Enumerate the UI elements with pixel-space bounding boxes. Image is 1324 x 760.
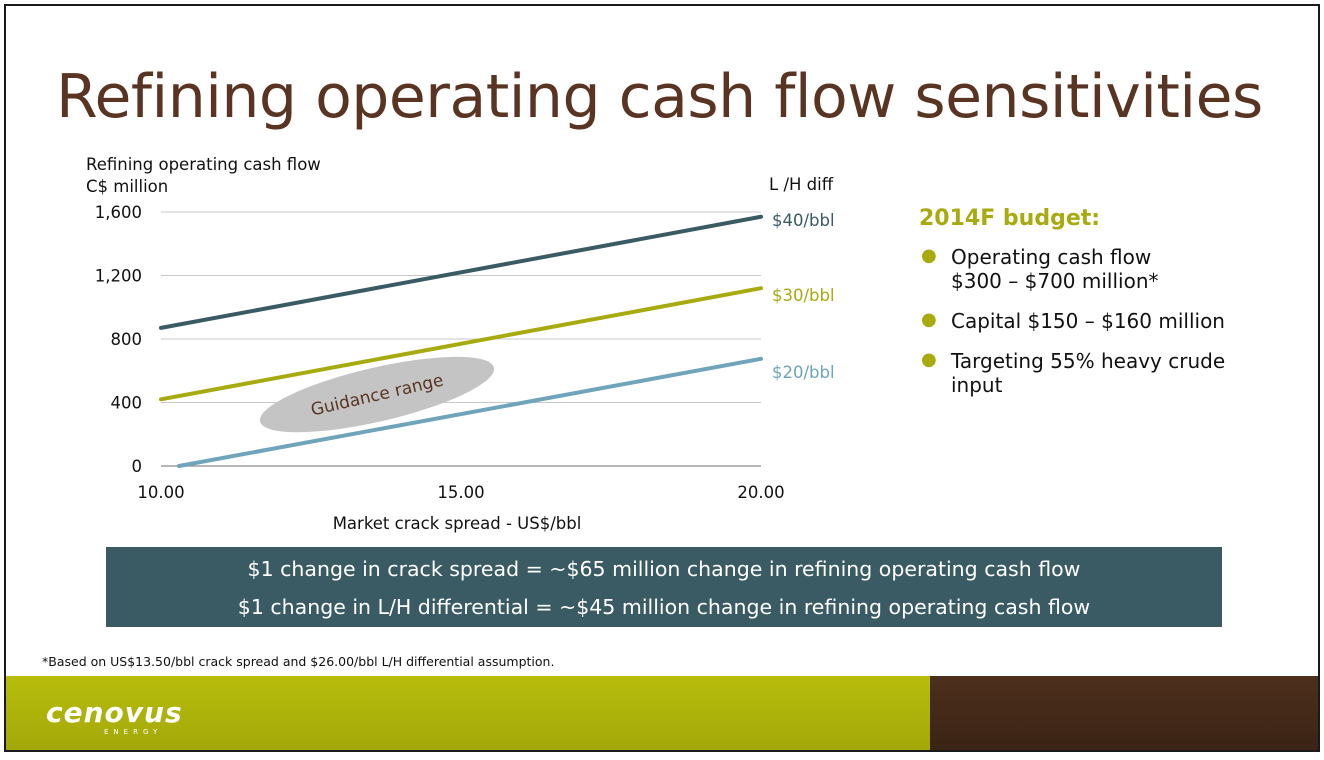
y-tick-label: 800 [111,330,143,349]
footnote: *Based on US$13.50/bbl crack spread and … [42,654,555,669]
sensitivity-line-differential: $1 change in L/H differential = ~$45 mil… [237,595,1091,619]
bullet-text: Targeting 55% heavy crude [951,349,1226,373]
x-axis-label: Market crack spread - US$/bbl [333,514,582,533]
x-tick-label: 20.00 [737,483,784,502]
series-line [159,214,763,330]
footer-bar-dark [930,676,1318,750]
bullet-text: Operating cash flow [951,245,1152,269]
y-axis-label-line2: C$ million [86,177,168,196]
page-title: Refining operating cash flow sensitiviti… [56,62,1263,132]
budget-bullet-heavy-crude: ● Targeting 55% heavy crude input [919,349,1299,397]
bullet-dot-icon: ● [921,245,937,266]
series-label: $40/bbl [772,211,835,230]
budget-title: 2014F budget: [919,206,1101,231]
series-line [159,286,763,402]
bullet-dot-icon: ● [921,309,937,330]
legend-title: L /H diff [769,175,834,194]
series-label: $30/bbl [772,286,835,305]
budget-bullet-operating-cash-flow: ● Operating cash flow $300 – $700 millio… [919,245,1299,293]
cash-flow-chart: Refining operating cash flow C$ million … [86,155,835,533]
cenovus-logo-sub: ENERGY [104,728,163,736]
cenovus-logo: cenovus [46,696,183,729]
budget-panel: 2014F budget: ● Operating cash flow $300… [919,206,1299,413]
bullet-dot-icon: ● [921,349,937,370]
guidance-range-ellipse [259,356,495,433]
x-tick-label: 15.00 [437,483,484,502]
bullet-text: input [951,373,1003,397]
y-tick-label: 1,200 [95,267,142,286]
x-tick-label: 10.00 [137,483,184,502]
slide: Refining operating cash flow sensitiviti… [4,4,1320,752]
series-line [177,356,763,468]
bullet-text: Capital $150 – $160 million [951,309,1225,333]
y-axis-label-line1: Refining operating cash flow [86,155,321,174]
budget-bullet-capital: ● Capital $150 – $160 million [919,309,1299,333]
series-label: $20/bbl [772,363,835,382]
y-tick-label: 400 [111,394,143,413]
y-tick-label: 1,600 [95,203,142,222]
sensitivity-band: $1 change in crack spread = ~$65 million… [106,547,1222,627]
y-tick-label: 0 [132,457,143,476]
bullet-text: $300 – $700 million* [951,269,1159,293]
sensitivity-line-crack: $1 change in crack spread = ~$65 million… [247,557,1081,581]
